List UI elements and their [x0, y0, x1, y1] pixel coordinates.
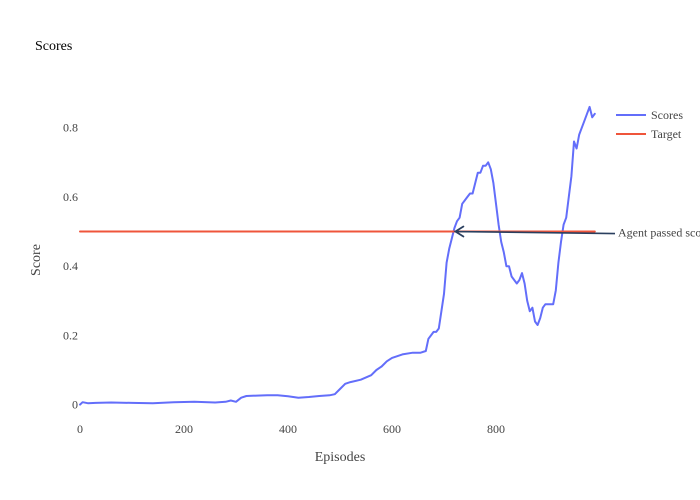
y-axis-ticks: 0 0.2 0.4 0.6 0.8	[63, 121, 78, 412]
x-tick-label: 0	[77, 422, 83, 436]
y-tick-label: 0.2	[63, 328, 78, 342]
series-line-scores	[79, 105, 596, 406]
y-tick-label: 0.4	[63, 259, 78, 273]
x-tick-label: 600	[383, 422, 401, 436]
y-tick-label: 0.8	[63, 121, 78, 135]
y-tick-label: 0.6	[63, 190, 78, 204]
x-axis-ticks: 0 200 400 600 800	[77, 422, 505, 436]
x-axis-title: Episodes	[315, 450, 366, 465]
y-axis-title: Score	[29, 244, 44, 276]
y-tick-label: 0	[72, 398, 78, 412]
legend-item-target[interactable]: Target	[616, 127, 682, 141]
x-tick-label: 800	[487, 422, 505, 436]
annotation-label: Agent passed sco	[618, 226, 700, 240]
annotation-layer: Agent passed sco	[453, 225, 700, 240]
annotation-arrowhead	[453, 225, 465, 238]
x-tick-label: 400	[279, 422, 297, 436]
annotation-arrow-line	[456, 230, 616, 235]
x-tick-label: 200	[175, 422, 193, 436]
legend-label: Scores	[651, 108, 683, 122]
legend-label: Target	[651, 127, 682, 141]
chart-title: Scores	[35, 39, 72, 54]
legend[interactable]: Scores Target	[616, 108, 683, 141]
legend-item-scores[interactable]: Scores	[616, 108, 683, 122]
